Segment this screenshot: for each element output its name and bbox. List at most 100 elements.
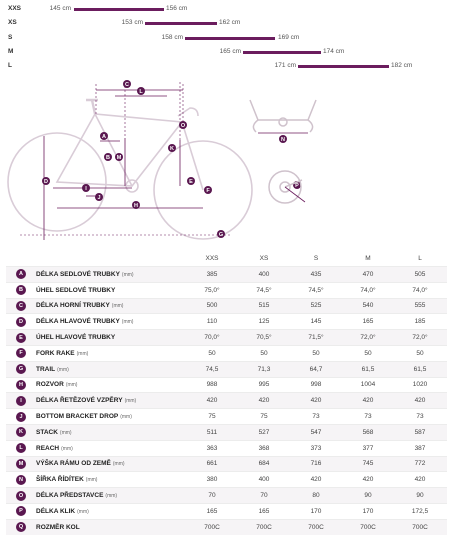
diagram-marker-b: B xyxy=(104,153,112,161)
table-cell: 555 xyxy=(414,302,426,310)
row-label: TRAIL xyxy=(36,365,56,373)
table-cell: 61,5 xyxy=(361,365,375,373)
rear-wheel xyxy=(7,132,107,232)
diagram-marker-e: E xyxy=(187,177,195,185)
height-range-bar xyxy=(185,37,275,40)
table-row: A DÉLKA SEDLOVÉ TRUBKY (mm) 385 400 435 470 505 xyxy=(6,266,447,282)
table-cell: 387 xyxy=(414,444,426,452)
svg-text:C: C xyxy=(125,82,129,88)
table-cell: 74,5° xyxy=(256,286,272,294)
row-label: DÉLKA KLIK xyxy=(36,507,76,515)
table-cell: 74,5 xyxy=(205,365,219,373)
table-cell: 700C xyxy=(308,523,324,531)
table-cell: 368 xyxy=(258,444,270,452)
size-label: M xyxy=(8,48,14,55)
row-label: DÉLKA PŘEDSTAVCE xyxy=(36,492,104,500)
table-cell: 165 xyxy=(362,318,374,326)
table-cell: 377 xyxy=(362,444,374,452)
size-row: XXS 145 cm 156 cm xyxy=(0,3,453,16)
table-cell: 70,0° xyxy=(204,334,220,342)
row-unit: (mm) xyxy=(120,414,132,421)
table-cell: 380 xyxy=(206,476,218,484)
table-cell: 72,0° xyxy=(412,334,428,342)
table-row: F FORK RAKE (mm) 50 50 50 50 50 xyxy=(6,344,447,361)
height-min: 158 cm xyxy=(161,34,183,41)
table-cell: 170 xyxy=(310,507,322,515)
table-cell: 170 xyxy=(362,507,374,515)
table-row: Q ROZMĚR KOL 700C 700C 700C 700C 700C xyxy=(6,518,447,535)
row-label: STACK xyxy=(36,428,58,436)
table-cell: 500 xyxy=(206,302,218,310)
height-min: 145 cm xyxy=(49,5,71,12)
table-cell: 420 xyxy=(206,397,218,405)
row-letter-badge: J xyxy=(16,411,26,422)
row-letter-badge: B xyxy=(16,285,26,296)
row-label: FORK RAKE xyxy=(36,349,75,357)
table-cell: 540 xyxy=(362,302,374,310)
table-cell: 435 xyxy=(310,270,322,278)
table-cell: 420 xyxy=(310,476,322,484)
height-max: 156 cm xyxy=(166,5,188,12)
row-letter-badge: P xyxy=(16,506,26,517)
table-row: H ROZVOR (mm) 988 995 998 1004 1020 xyxy=(6,376,447,393)
row-label: VÝŠKA RÁMU OD ZEMĚ xyxy=(36,460,111,468)
height-min: 153 cm xyxy=(121,19,143,26)
svg-text:N: N xyxy=(281,137,285,143)
table-cell: 110 xyxy=(206,318,218,326)
table-cell: 470 xyxy=(362,270,374,278)
row-unit: (mm) xyxy=(112,461,125,468)
table-cell: 420 xyxy=(362,476,374,484)
table-cell: 363 xyxy=(206,444,218,452)
row-letter-badge: M xyxy=(16,458,26,469)
diagram-marker-j: J xyxy=(95,193,103,201)
table-cell: 400 xyxy=(258,476,270,484)
svg-text:K: K xyxy=(170,146,174,152)
table-cell: 71,5° xyxy=(308,334,324,342)
diagram-marker-l: L xyxy=(137,87,145,95)
svg-text:A: A xyxy=(102,134,106,140)
table-cell: 50 xyxy=(364,349,372,357)
table-cell: 525 xyxy=(310,302,322,310)
table-cell: 50 xyxy=(312,349,320,357)
row-letter-badge: H xyxy=(16,379,26,390)
height-max: 162 cm xyxy=(219,19,241,26)
table-cell: 420 xyxy=(310,397,322,405)
svg-text:G: G xyxy=(219,232,223,238)
table-row: K STACK (mm) 511 527 547 568 587 xyxy=(6,423,447,440)
svg-text:E: E xyxy=(189,179,193,185)
diagram-marker-c: C xyxy=(123,80,131,88)
table-cell: 125 xyxy=(258,318,270,326)
height-range-bar xyxy=(243,51,321,54)
svg-text:L: L xyxy=(139,89,143,95)
height-min: 171 cm xyxy=(274,62,296,69)
row-letter-badge: O xyxy=(16,490,26,501)
table-cell: 73 xyxy=(416,413,424,421)
table-cell: 70 xyxy=(260,492,268,500)
table-cell: 72,0° xyxy=(360,334,376,342)
row-label: DÉLKA ŘETĚZOVÉ VZPĚRY xyxy=(36,397,123,405)
row-unit: (mm) xyxy=(57,366,69,373)
table-cell: 385 xyxy=(206,270,218,278)
row-letter-badge: N xyxy=(16,474,26,485)
diagram-marker-m: M xyxy=(115,153,123,161)
table-row: M VÝŠKA RÁMU OD ZEMĚ (mm) 661 684 716 745 772 xyxy=(6,455,447,472)
row-letter-badge: L xyxy=(16,443,26,454)
size-row: L 171 cm 182 cm xyxy=(0,60,453,73)
table-cell: 505 xyxy=(414,270,426,278)
table-cell: 74,5° xyxy=(308,286,324,294)
svg-text:H: H xyxy=(134,203,138,209)
table-cell: 420 xyxy=(414,397,426,405)
row-letter-badge: C xyxy=(16,300,26,311)
table-cell: 700C xyxy=(360,523,376,531)
table-cell: 73 xyxy=(312,413,320,421)
table-cell: 185 xyxy=(414,318,426,326)
table-cell: 172,5 xyxy=(411,507,429,515)
table-row: D DÉLKA HLAVOVÉ TRUBKY (mm) 110 125 145 165 185 xyxy=(6,313,447,329)
table-cell: 373 xyxy=(310,444,322,452)
height-max: 174 cm xyxy=(323,48,345,55)
table-cell: 80 xyxy=(312,492,320,500)
diagram-marker-a: A xyxy=(100,132,108,140)
table-cell: 700C xyxy=(256,523,272,531)
row-label: ÚHEL SEDLOVÉ TRUBKY xyxy=(36,286,116,294)
diagram-marker-i: I xyxy=(82,184,90,192)
